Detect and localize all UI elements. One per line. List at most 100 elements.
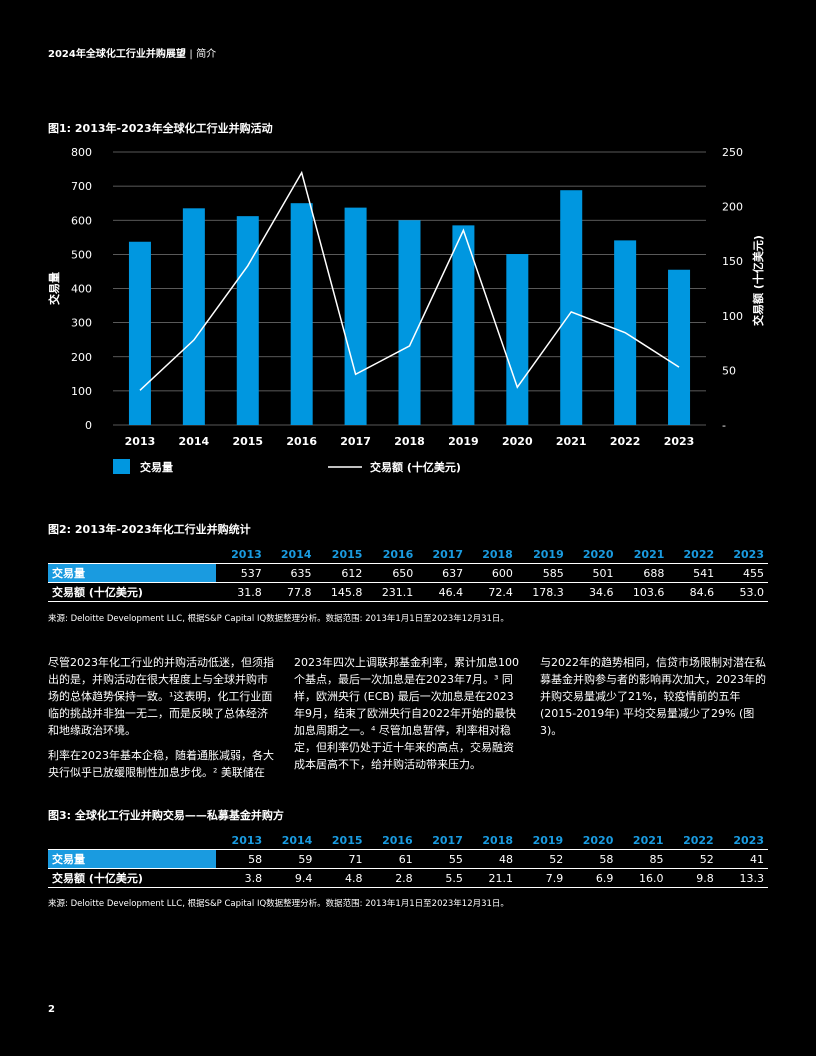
table-cell: 4.8 (316, 868, 367, 888)
x-tick-label: 2016 (286, 435, 317, 448)
table-cell: 58 (216, 849, 267, 869)
table-cell: 9.8 (667, 868, 718, 888)
table-cell: 537 (216, 563, 266, 583)
figure2-source: 来源: Deloitte Development LLC, 根据S&P Capi… (48, 614, 509, 624)
year-header: 2016 (382, 548, 414, 561)
bar (236, 216, 259, 425)
x-tick-label: 2015 (232, 435, 263, 448)
x-tick-label: 2022 (610, 435, 641, 448)
y-tick-label: 200 (71, 351, 92, 364)
report-title: 2024年全球化工行业并购展望 (48, 49, 186, 60)
page-number: 2 (48, 1004, 55, 1015)
table-row: 交易量 537 635 612 650 637 600 585 501 688 … (48, 563, 768, 583)
year-header: 2015 (331, 548, 363, 561)
y2-tick-label: 150 (722, 255, 743, 268)
table-cell: 585 (516, 563, 568, 583)
y-tick-label: 600 (71, 214, 92, 227)
table-cell: 178.3 (516, 582, 568, 602)
table-cell: 84.6 (668, 582, 719, 602)
table-cell: 231.1 (366, 582, 418, 602)
table-cell: 85 (617, 849, 668, 869)
table-cell: 16.0 (617, 868, 668, 888)
x-tick-label: 2019 (448, 435, 479, 448)
table-cell: 58 (567, 849, 618, 869)
year-header: 2017 (432, 548, 464, 561)
row-label: 交易量 (48, 849, 216, 869)
figure2-header-row: 2013 2014 2015 2016 2017 2018 2019 2020 … (48, 546, 768, 564)
year-header: 2023 (733, 834, 764, 847)
table-row: 交易额 (十亿美元) 3.8 9.4 4.8 2.8 5.5 21.1 7.9 … (48, 868, 768, 888)
corner-cell (48, 546, 216, 564)
figure3-header-row: 2013 2014 2015 2016 2017 2018 2019 2020 … (48, 832, 768, 850)
paragraph: 尽管2023年化工行业的并购活动低迷，但须指出的是，并购活动在很大程度上与全球并… (48, 656, 274, 737)
header-separator: | (189, 49, 193, 60)
x-tick-label: 2014 (179, 435, 210, 448)
legend-bar-swatch (113, 459, 130, 474)
y-tick-label: 300 (71, 317, 92, 330)
year-header: 2013 (231, 834, 263, 847)
table-cell: 41 (717, 849, 768, 869)
y-tick-label: 800 (71, 146, 92, 159)
year-header: 2019 (533, 548, 564, 561)
table-cell: 6.9 (567, 868, 618, 888)
year-header: 2021 (633, 548, 665, 561)
y2-tick-label: 50 (722, 364, 736, 377)
paragraph: 与2022年的趋势相同，信贷市场限制对潜在私募基金并购参与者的影响再次加大，20… (540, 656, 766, 737)
figure3-table: 2013 2014 2015 2016 2017 2018 2019 2020 … (48, 832, 768, 888)
year-header: 2013 (231, 548, 262, 561)
figure3-title: 图3: 全球化工行业并购交易——私募基金并购方 (48, 809, 284, 822)
year-header: 2022 (683, 548, 715, 561)
year-header: 2019 (532, 834, 564, 847)
year-header: 2018 (482, 548, 513, 561)
table-cell: 53.0 (718, 582, 768, 602)
x-tick-label: 2017 (340, 435, 371, 448)
table-cell: 77.8 (265, 582, 316, 602)
table-cell: 61 (366, 849, 417, 869)
figure2-title: 图2: 2013年-2023年化工行业并购统计 (48, 523, 251, 536)
table-row: 交易量 58 59 71 61 55 48 52 58 85 52 41 (48, 849, 768, 869)
table-cell: 71 (316, 849, 367, 869)
table-cell: 455 (718, 563, 768, 583)
x-tick-label: 2020 (502, 435, 533, 448)
legend-bar-label: 交易量 (140, 460, 173, 474)
year-header: 2020 (582, 834, 614, 847)
bar (560, 190, 583, 425)
year-header: 2021 (632, 834, 664, 847)
paragraph: 利率在2023年基本企稳，随着通胀减弱，各大央行似乎已放缓限制性加息步伐。² 美… (48, 749, 274, 779)
y-tick-label: 400 (71, 283, 92, 296)
y-axis-title: 交易量 (47, 272, 61, 305)
bar (668, 269, 691, 425)
x-tick-label: 2021 (556, 435, 587, 448)
year-header: 2017 (432, 834, 463, 847)
bar (344, 207, 367, 425)
row-label: 交易量 (48, 563, 216, 583)
value-line (139, 170, 680, 391)
table-cell: 541 (668, 563, 719, 583)
figure1-title: 图1: 2013年-2023年全球化工行业并购活动 (48, 122, 273, 135)
bar (182, 208, 205, 425)
year-header: 2014 (280, 548, 312, 561)
y2-tick-label: 200 (722, 201, 743, 214)
table-cell: 650 (366, 563, 418, 583)
table-cell: 31.8 (216, 582, 266, 602)
body-column-2: 2023年四次上调联邦基金利率，累计加息100个基点，最后一次加息是在2023年… (294, 654, 522, 781)
y2-tick-label: - (722, 419, 726, 432)
table-cell: 103.6 (617, 582, 669, 602)
figure1-chart: 0 100 200 300 400 500 600 700 800 - 50 100 150 200 250… (47, 146, 765, 474)
figure3-source: 来源: Deloitte Development LLC, 根据S&P Capi… (48, 899, 509, 909)
year-header: 2016 (382, 834, 413, 847)
figure2-table: 2013 2014 2015 2016 2017 2018 2019 2020 … (48, 546, 768, 602)
y2-tick-label: 250 (722, 146, 743, 159)
year-header: 2015 (331, 834, 363, 847)
y2-tick-label: 100 (722, 310, 743, 323)
year-header: 2022 (683, 834, 714, 847)
table-cell: 72.4 (467, 582, 517, 602)
table-cell: 688 (617, 563, 669, 583)
y-tick-label: 100 (71, 385, 92, 398)
table-cell: 52 (517, 849, 568, 869)
table-cell: 635 (265, 563, 316, 583)
table-cell: 9.4 (266, 868, 317, 888)
table-cell: 55 (416, 849, 467, 869)
table-cell: 48 (466, 849, 518, 869)
bar (128, 241, 151, 425)
